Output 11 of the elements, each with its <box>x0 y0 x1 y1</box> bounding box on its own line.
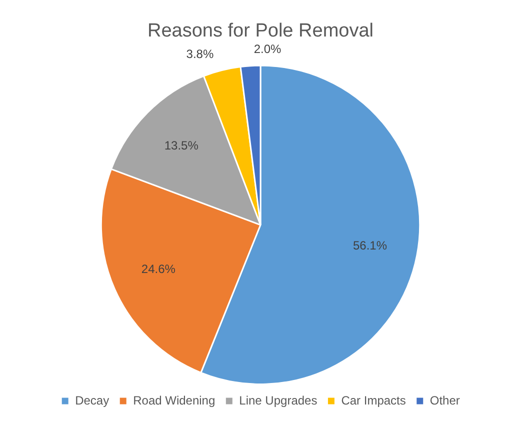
legend-label: Other <box>430 393 460 408</box>
data-label: 13.5% <box>164 138 199 153</box>
legend-label: Car Impacts <box>341 393 406 408</box>
data-label: 56.1% <box>352 238 388 252</box>
legend-label: Decay <box>75 393 110 408</box>
legend-label: Road Widening <box>133 393 216 408</box>
data-label: 2.0% <box>254 42 282 56</box>
data-label: 3.8% <box>186 47 214 62</box>
chart-title: Reasons for Pole Removal <box>148 20 374 42</box>
legend-label: Line Upgrades <box>239 393 318 408</box>
data-label: 24.6% <box>141 262 176 276</box>
